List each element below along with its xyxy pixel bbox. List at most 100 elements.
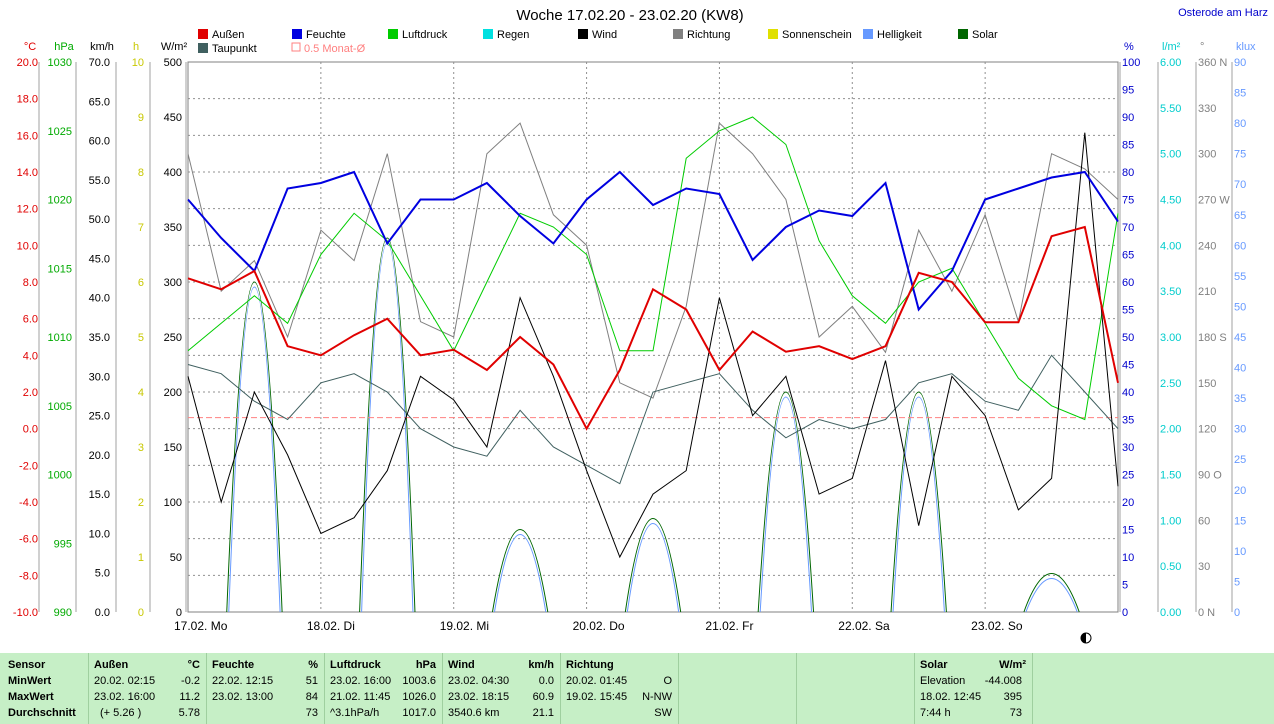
axis-tick: 55	[1234, 271, 1246, 283]
axis-tick: 25.0	[89, 411, 110, 423]
axis-tick: 10.0	[17, 240, 38, 252]
divider	[206, 653, 207, 724]
axis-tick: 4.50	[1160, 195, 1181, 207]
axis-tick: 90	[1122, 112, 1134, 124]
cell-solar-label: Elevation	[920, 675, 966, 687]
axis-tick: 70	[1234, 179, 1246, 191]
header-solar: Solar	[920, 659, 948, 671]
header-solar-unit: W/m²	[999, 659, 1026, 671]
axis-tick: 40	[1122, 387, 1134, 399]
axis-tick: 1015	[48, 263, 72, 275]
axis-tick: 300	[1198, 149, 1216, 161]
legend-swatch	[292, 29, 302, 39]
axis-tick: 2.50	[1160, 378, 1181, 390]
axis-tick: 4.00	[1160, 240, 1181, 252]
cell-druck-time: 21.02. 11:45	[330, 691, 391, 703]
axis-tick: 20.0	[17, 57, 38, 69]
brightness-curve	[626, 523, 680, 613]
axis-tick: 0	[138, 607, 144, 619]
x-tick-label: 18.02. Di	[307, 619, 355, 633]
solar-curve	[1023, 573, 1080, 613]
cell-aussen-value: 11.2	[179, 691, 200, 703]
axis-tick: 60	[1234, 240, 1246, 252]
legend-swatch	[673, 29, 683, 39]
legend-label: Wind	[592, 29, 617, 41]
chart-title: Woche 17.02.20 - 23.02.20 (KW8)	[516, 7, 743, 24]
axis-tick: 1030	[48, 57, 72, 69]
axis-tick: 0.0	[23, 424, 38, 436]
axis-tick: 210	[1198, 286, 1216, 298]
cell-richtung-time: 20.02. 01:45	[566, 675, 628, 687]
stats-table: Sensor Außen °C Feuchte % Luftdruck hPa …	[0, 653, 1274, 724]
solar-curve	[757, 391, 815, 613]
axis-tick: 1010	[48, 332, 72, 344]
series-line-taupunkt	[187, 354, 1119, 485]
axis-tick: -10.0	[13, 607, 38, 619]
axis-tick: 45	[1122, 360, 1134, 372]
legend-swatch	[198, 29, 208, 39]
axis-tick: 3.50	[1160, 286, 1181, 298]
axis-tick: 30	[1122, 442, 1134, 454]
axis-tick: 100	[164, 497, 182, 509]
axis-tick: 5.00	[1160, 149, 1181, 161]
axis-tick: 35	[1234, 393, 1246, 405]
axis-tick: 65	[1234, 210, 1246, 222]
axis-tick: 18.0	[17, 94, 38, 106]
cell-aussen-time: 20.02. 02:15	[94, 675, 156, 687]
axis-tick: 90	[1234, 57, 1246, 69]
divider	[88, 653, 89, 724]
axis-tick: 7	[138, 222, 144, 234]
legend-label: Solar	[972, 29, 998, 41]
axis-tick: 1.50	[1160, 470, 1181, 482]
cell-druck-time: ^3.1hPa/h	[330, 707, 380, 719]
plot-frame	[187, 61, 1119, 613]
axis-unit: °C	[24, 41, 36, 53]
row-label: Durchschnitt	[8, 707, 76, 719]
location-label[interactable]: Osterode am Harz	[1178, 7, 1268, 19]
cell-solar-label: 18.02. 12:45	[920, 691, 982, 703]
axis-tick: 10	[132, 57, 144, 69]
axis-tick: 270 W	[1198, 195, 1230, 207]
x-tick-label: 17.02. Mo	[174, 619, 228, 633]
axis-tick: 30.0	[89, 371, 110, 383]
axis-unit: km/h	[90, 41, 114, 53]
plot-area	[187, 116, 1119, 613]
axis-tick: 0	[1122, 607, 1128, 619]
axis-tick: 100	[1122, 57, 1140, 69]
axis-tick: 250	[164, 332, 182, 344]
divider	[678, 653, 679, 724]
cell-feuchte-value: 84	[305, 691, 318, 703]
axis-tick: 240	[1198, 240, 1216, 252]
axis-tick: -6.0	[19, 534, 38, 546]
solar-curve	[491, 529, 549, 613]
axis-tick: 50.0	[89, 214, 110, 226]
brightness-curve	[1025, 578, 1078, 613]
legend-swatch	[863, 29, 873, 39]
divider	[914, 653, 915, 724]
axis-tick: 5	[138, 332, 144, 344]
axis-tick: -8.0	[19, 570, 38, 582]
axis-tick: 2.0	[23, 387, 38, 399]
header-feuchte: Feuchte	[212, 659, 255, 671]
axis-unit: h	[133, 41, 139, 53]
axis-tick: 45.0	[89, 253, 110, 265]
cell-druck-time: 23.02. 16:00	[330, 675, 392, 687]
axis-unit: klux	[1236, 41, 1256, 53]
legend-swatch	[198, 43, 208, 53]
axis-tick: 75	[1234, 149, 1246, 161]
axis-tick: 0	[1234, 607, 1240, 619]
axis-tick: 0	[176, 607, 182, 619]
axis-tick: 1025	[48, 126, 72, 138]
cell-solar-label: 7:44 h	[920, 707, 951, 719]
solar-curve	[624, 518, 682, 613]
axis-tick: 15.0	[89, 489, 110, 501]
axis-tick: 85	[1122, 140, 1134, 152]
axis-tick: 0.0	[95, 607, 110, 619]
axis-tick: 990	[54, 607, 72, 619]
axis-unit: W/m²	[161, 41, 188, 53]
axis-tick: 0 N	[1198, 607, 1215, 619]
x-tick-label: 21.02. Fr	[705, 619, 753, 633]
axis-tick: 80	[1122, 167, 1134, 179]
cell-feuchte-time: 22.02. 12:15	[212, 675, 274, 687]
axis-tick: 2.00	[1160, 424, 1181, 436]
